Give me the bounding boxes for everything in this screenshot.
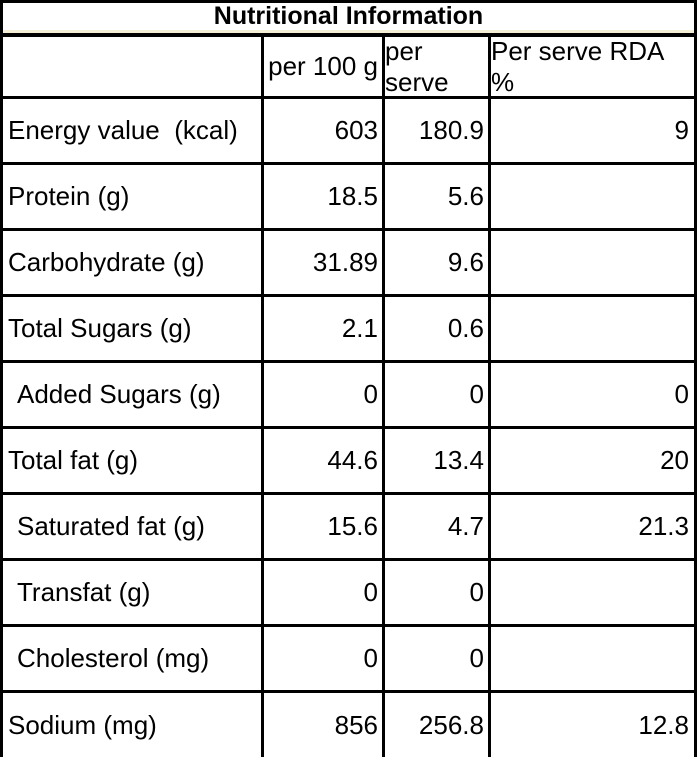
column-header-per-serve: per serve [385, 37, 491, 99]
table-title-row: Nutritional Information [3, 3, 694, 33]
value-per-100g: 18.5 [264, 165, 385, 231]
column-header-rda: Per serve RDA % [491, 37, 694, 99]
row-label: Total Sugars (g) [3, 297, 264, 363]
row-label: Added Sugars (g) [3, 363, 264, 429]
value-per-serve: 0 [385, 363, 491, 429]
table-row-transfat: Transfat (g) 0 0 [3, 561, 694, 627]
value-per-100g: 31.89 [264, 231, 385, 297]
row-label-text: Protein (g) [8, 181, 130, 211]
value-per-serve: 256.8 [385, 693, 491, 757]
value-rda: 12.8 [638, 709, 689, 740]
row-label-text: Saturated fat (g) [17, 511, 205, 541]
row-label-text: Cholesterol (mg) [17, 643, 210, 673]
table-row-carbohydrate: Carbohydrate (g) 31.89 9.6 [3, 231, 694, 297]
value-rda [491, 165, 694, 231]
title-divider [3, 33, 694, 37]
table-row-energy: Energy value (kcal) 603 180.9 9 [3, 99, 694, 165]
value-rda: 9 [491, 99, 694, 165]
row-label-text: Energy value (kcal) [8, 115, 238, 145]
value-per-100g: 0 [264, 363, 385, 429]
value-per-serve: 0 [385, 561, 491, 627]
value-rda [491, 297, 694, 363]
value-rda [491, 627, 694, 693]
row-label: Carbohydrate (g) [3, 231, 264, 297]
table-row-saturated-fat: Saturated fat (g) 15.6 4.7 21.3 [3, 495, 694, 561]
value-rda [491, 561, 694, 627]
value-per-serve: 9.6 [385, 231, 491, 297]
value-rda: 21.3 [491, 495, 694, 561]
row-label: Sodium (mg) [3, 693, 264, 757]
value-per-100g: 44.6 [264, 429, 385, 495]
row-label-text: Total Sugars (g) [8, 313, 192, 343]
row-label-text: Total fat (g) [8, 445, 139, 475]
table-row-protein: Protein (g) 18.5 5.6 [3, 165, 694, 231]
value-per-100g: 15.6 [264, 495, 385, 561]
table-row-cholesterol: Cholesterol (mg) 0 0 [3, 627, 694, 693]
row-label: Energy value (kcal) [3, 99, 264, 165]
row-label: Protein (g) [3, 165, 264, 231]
value-per-serve: 0.6 [385, 297, 491, 363]
value-per-serve: 13.4 [385, 429, 491, 495]
value-per-serve: 180.9 [385, 99, 491, 165]
row-label: Total fat (g) [3, 429, 264, 495]
value-per-100g: 0 [264, 561, 385, 627]
row-label: Transfat (g) [3, 561, 264, 627]
row-label-text: Sodium (mg) [8, 709, 157, 740]
value-per-serve: 0 [385, 627, 491, 693]
row-label-text: Carbohydrate (g) [8, 247, 205, 277]
table-row-total-fat: Total fat (g) 44.6 13.4 20 [3, 429, 694, 495]
column-header-blank [3, 37, 264, 99]
table-title: Nutritional Information [213, 2, 484, 30]
value-per-serve: 5.6 [385, 165, 491, 231]
value-per-100g: 0 [264, 627, 385, 693]
column-header-row: per 100 g per serve Per serve RDA % [3, 37, 694, 99]
value-per-serve: 4.7 [385, 495, 491, 561]
row-label: Saturated fat (g) [3, 495, 264, 561]
column-header-per-100g: per 100 g [264, 37, 385, 99]
value-rda [491, 231, 694, 297]
row-label: Cholesterol (mg) [3, 627, 264, 693]
value-per-100g: 603 [264, 99, 385, 165]
table-row-sodium: Sodium (mg) 856 256.8 12.8 [3, 693, 694, 757]
table-row-added-sugars: Added Sugars (g) 0 0 0 [3, 363, 694, 429]
value-per-100g: 2.1 [264, 297, 385, 363]
value-rda: 0 [491, 363, 694, 429]
row-label-text: Added Sugars (g) [17, 379, 221, 409]
value-per-100g: 856 [264, 693, 385, 757]
value-rda: 20 [491, 429, 694, 495]
table-row-total-sugars: Total Sugars (g) 2.1 0.6 [3, 297, 694, 363]
row-label-text: Transfat (g) [17, 577, 151, 607]
